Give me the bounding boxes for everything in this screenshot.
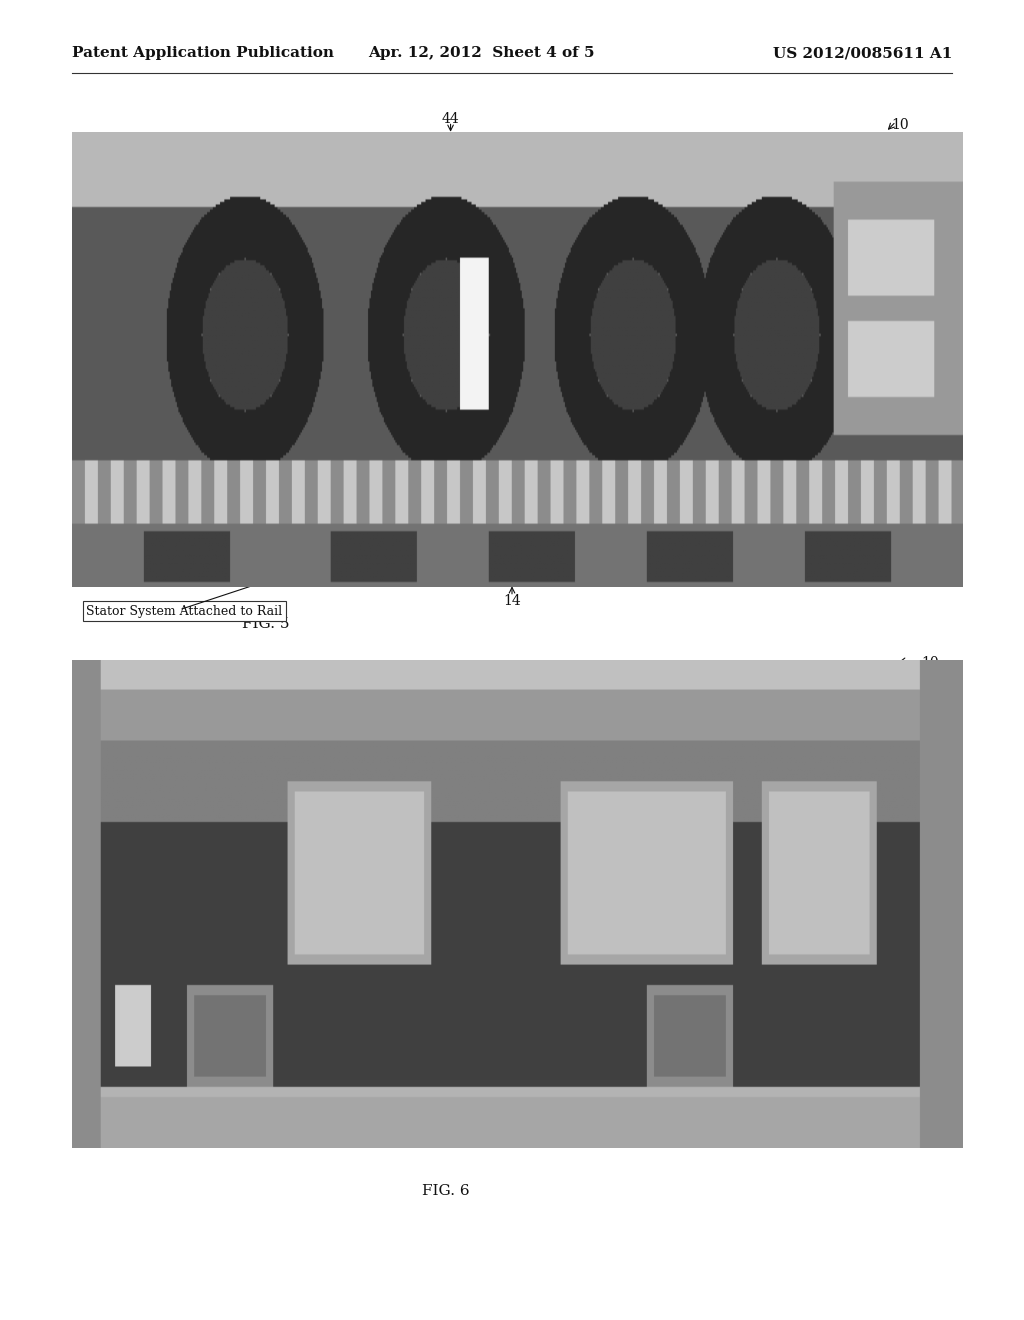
Text: 14: 14 [503, 594, 521, 607]
Text: 14a: 14a [222, 911, 249, 924]
Text: 12b: 12b [748, 894, 774, 907]
Text: 52: 52 [139, 297, 158, 310]
Text: 52: 52 [916, 330, 934, 343]
Text: 44: 44 [441, 112, 460, 125]
Text: 46: 46 [916, 356, 934, 370]
Text: 68: 68 [78, 858, 96, 871]
Text: 10: 10 [891, 119, 908, 132]
Text: 48a: 48a [207, 1109, 233, 1122]
Text: US 2012/0085611 A1: US 2012/0085611 A1 [773, 46, 952, 61]
Text: 12: 12 [257, 746, 275, 759]
Text: FIG. 5: FIG. 5 [243, 618, 290, 631]
Text: FIG. 6: FIG. 6 [422, 1184, 469, 1197]
Text: 14b: 14b [753, 911, 779, 924]
Text: 42: 42 [278, 198, 296, 211]
Text: 48: 48 [916, 297, 934, 310]
Text: Stator System Attached to Rail: Stator System Attached to Rail [86, 605, 283, 618]
Text: 70: 70 [93, 1023, 112, 1036]
Text: 10: 10 [922, 656, 939, 669]
Text: 54: 54 [916, 739, 934, 752]
Text: 48: 48 [916, 409, 934, 422]
Text: 52: 52 [692, 739, 711, 752]
Text: 12a: 12a [248, 894, 274, 907]
Text: Apr. 12, 2012  Sheet 4 of 5: Apr. 12, 2012 Sheet 4 of 5 [368, 46, 595, 61]
Text: 44: 44 [810, 669, 828, 682]
Text: 42: 42 [585, 696, 603, 709]
Text: Patent Application Publication: Patent Application Publication [72, 46, 334, 61]
Text: 48b: 48b [622, 1109, 648, 1122]
